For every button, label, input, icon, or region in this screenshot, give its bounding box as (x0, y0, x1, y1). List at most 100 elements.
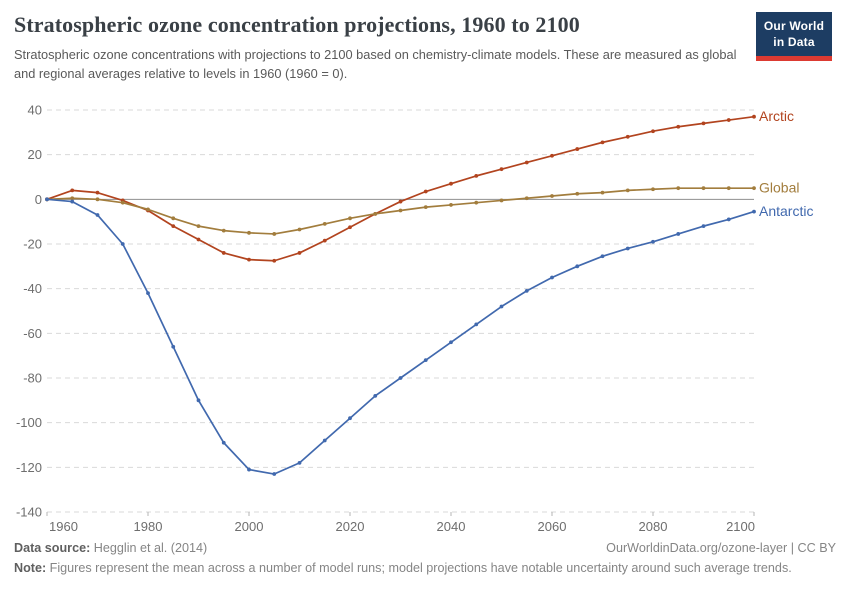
data-point-global-2080 (651, 187, 655, 192)
series-points-global (45, 186, 756, 236)
data-point-global-2100 (752, 186, 756, 191)
legend-label-arctic: Arctic (759, 108, 794, 124)
x-tick-label-2020: 2020 (336, 519, 365, 534)
owid-logo-line2: in Data (773, 34, 815, 49)
data-point-arctic-2080 (651, 129, 655, 134)
note-label: Note: (14, 561, 47, 575)
data-point-arctic-2090 (701, 121, 706, 126)
data-point-antarctic-2015 (322, 438, 327, 443)
owid-logo[interactable]: Our World in Data (756, 12, 832, 62)
data-point-antarctic-2100 (752, 209, 756, 214)
note-value: Figures represent the mean across a numb… (46, 561, 792, 575)
data-point-global-2090 (701, 186, 706, 191)
data-point-antarctic-1960 (45, 197, 49, 202)
legend-label-antarctic: Antarctic (759, 203, 813, 219)
data-point-global-2010 (297, 227, 302, 232)
data-point-antarctic-2085 (676, 232, 681, 236)
data-point-antarctic-2040 (449, 340, 453, 345)
x-tick-label-2100: 2100 (726, 519, 755, 534)
data-point-global-2030 (398, 208, 403, 213)
data-point-global-1970 (95, 197, 100, 202)
data-point-global-2085 (676, 186, 681, 191)
data-point-global-2060 (550, 194, 554, 198)
data-point-antarctic-1980 (146, 291, 150, 296)
data-point-arctic-2015 (322, 238, 327, 243)
data-point-arctic-2035 (423, 189, 428, 194)
data-point-antarctic-2055 (524, 289, 529, 293)
data-point-antarctic-2010 (297, 460, 302, 465)
data-point-global-1985 (171, 216, 176, 221)
data-point-global-2095 (726, 186, 731, 191)
data-point-antarctic-2000 (247, 467, 251, 472)
data-point-antarctic-1990 (196, 398, 201, 403)
y-tick-label--120: -120 (16, 460, 42, 475)
owid-logo-line1: Our World (763, 19, 825, 33)
data-point-arctic-1995 (221, 251, 226, 255)
y-tick-label-0: 0 (35, 192, 42, 207)
data-point-antarctic-2075 (625, 246, 630, 251)
legend-label-global: Global (759, 180, 799, 196)
data-point-antarctic-2070 (600, 254, 605, 259)
data-point-global-2050 (499, 198, 504, 203)
data-point-arctic-2045 (474, 173, 479, 178)
data-point-antarctic-2050 (499, 304, 504, 309)
data-point-global-2065 (575, 191, 580, 196)
data-point-arctic-2050 (499, 167, 504, 172)
data-point-antarctic-2080 (651, 239, 655, 244)
data-point-global-1990 (196, 224, 201, 229)
data-point-antarctic-2060 (550, 275, 554, 280)
data-point-arctic-1990 (196, 237, 201, 242)
data-point-antarctic-1985 (171, 344, 176, 349)
y-tick-label--140: -140 (16, 505, 42, 520)
data-point-arctic-2085 (676, 124, 681, 129)
data-source-label: Data source: (14, 541, 91, 555)
data-point-antarctic-2005 (272, 472, 277, 476)
data-point-arctic-2100 (752, 114, 756, 119)
data-point-global-1965 (70, 196, 75, 201)
data-point-global-1975 (120, 200, 125, 205)
data-point-global-2055 (524, 196, 529, 201)
x-tick-label-2080: 2080 (639, 519, 668, 534)
data-point-antarctic-2090 (701, 224, 706, 229)
data-point-global-2045 (474, 200, 479, 205)
series-points-antarctic (45, 197, 756, 476)
chart-note: Note: Figures represent the mean across … (14, 561, 836, 575)
data-source-value: Hegglin et al. (2014) (90, 541, 208, 555)
x-tick-label-2000: 2000 (235, 519, 264, 534)
data-point-global-2070 (600, 190, 605, 195)
data-point-global-2005 (272, 232, 277, 236)
data-source: Data source: Hegglin et al. (2014) (14, 541, 207, 555)
data-point-antarctic-1970 (95, 213, 100, 217)
data-point-antarctic-1995 (221, 440, 226, 445)
data-point-arctic-2030 (398, 199, 403, 204)
chart-footer: Data source: Hegglin et al. (2014) OurWo… (14, 541, 836, 575)
data-point-arctic-2065 (575, 147, 580, 151)
data-point-antarctic-2030 (398, 376, 403, 380)
data-point-antarctic-2095 (726, 217, 731, 222)
owid-url-link[interactable]: OurWorldinData.org/ozone-layer | CC BY (606, 541, 836, 555)
y-tick-label--40: -40 (23, 281, 42, 296)
data-point-arctic-2010 (297, 251, 302, 255)
data-point-global-2075 (625, 188, 630, 193)
data-point-global-2020 (348, 216, 352, 221)
x-tick-label-1960: 1960 (49, 519, 78, 534)
y-tick-label-20: 20 (28, 147, 42, 162)
y-tick-label-40: 40 (28, 103, 42, 118)
data-point-arctic-2055 (524, 160, 529, 165)
data-point-global-1980 (146, 207, 150, 212)
data-point-antarctic-1975 (120, 242, 125, 246)
data-point-antarctic-2025 (373, 393, 378, 398)
ozone-line-chart: 40 20 0 -20 -40 -60 -80 -100 -120 -140 1960 1980 200… (16, 103, 814, 535)
x-tick-label-1980: 1980 (134, 519, 163, 534)
data-point-arctic-2020 (348, 225, 352, 230)
data-point-global-2040 (449, 203, 453, 207)
data-point-antarctic-1965 (70, 199, 75, 204)
data-point-global-1995 (221, 228, 226, 233)
data-point-antarctic-2035 (423, 358, 428, 363)
data-point-global-2035 (423, 205, 428, 210)
data-point-arctic-2060 (550, 153, 554, 158)
data-point-arctic-1970 (95, 190, 100, 195)
data-point-arctic-2095 (726, 118, 731, 122)
data-point-antarctic-2065 (575, 264, 580, 269)
